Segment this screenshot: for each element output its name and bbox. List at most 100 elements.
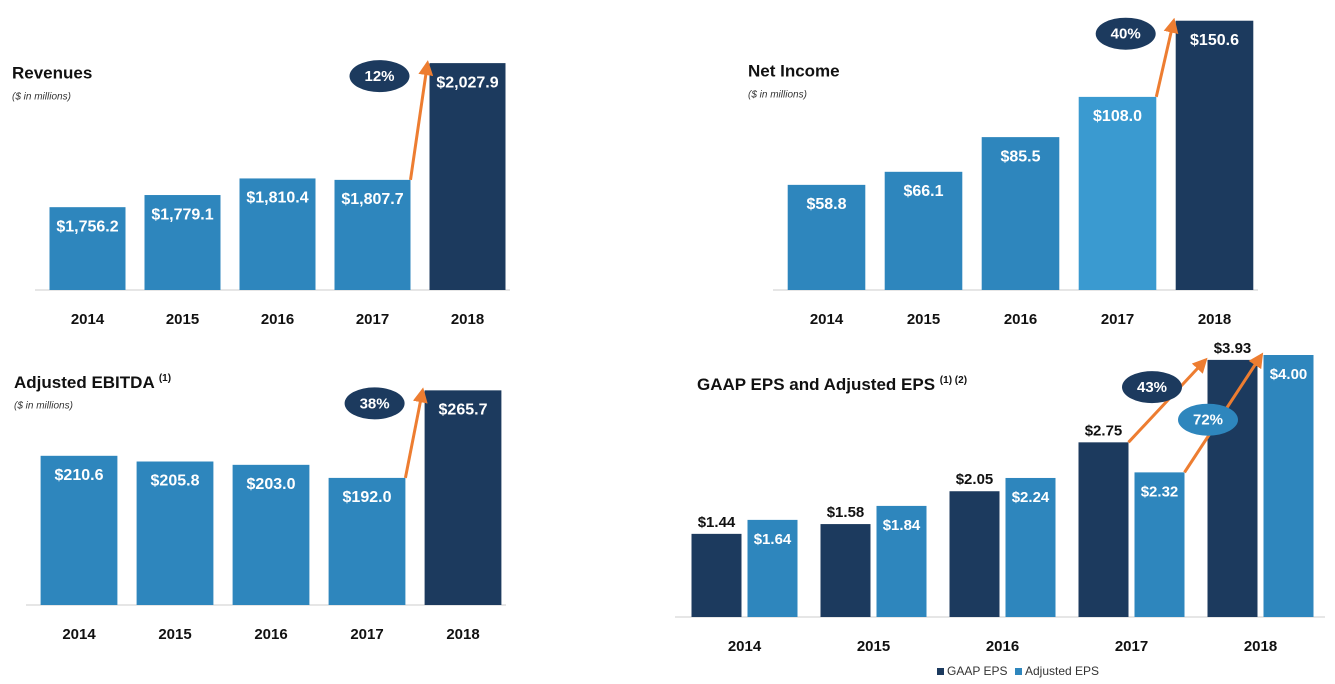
bar: [429, 63, 506, 290]
bar-value-label: $1.58: [827, 504, 865, 521]
bar-value-label: $205.8: [151, 473, 200, 490]
bar-value-label: $2.05: [956, 471, 994, 488]
x-tick-label: 2016: [986, 638, 1019, 655]
x-tick-label: 2014: [728, 638, 762, 655]
bar: [691, 533, 742, 617]
growth-badge: [1178, 403, 1238, 436]
x-tick-label: 2018: [451, 311, 484, 328]
bar-value-label: $1,779.1: [151, 206, 213, 223]
bar: [1134, 472, 1185, 617]
bar-value-label: $66.1: [903, 183, 943, 200]
bar-value-label: $2,027.9: [436, 74, 498, 91]
bar: [747, 519, 798, 617]
bar: [239, 178, 316, 290]
bar: [328, 477, 406, 605]
bar-value-label: $2.24: [1012, 489, 1050, 506]
legend-label: GAAP EPS: [947, 664, 1007, 678]
bar: [1207, 359, 1258, 617]
growth-label: 40%: [1111, 26, 1141, 43]
bar-value-label: $1.84: [883, 517, 921, 534]
growth-arrow: [409, 60, 434, 181]
bar-value-label: $108.0: [1093, 108, 1142, 125]
x-tick-label: 2015: [907, 311, 940, 328]
bar-value-label: $58.8: [806, 196, 846, 213]
title-note: (1): [159, 373, 171, 384]
bar: [232, 464, 310, 605]
growth-badge: [1122, 371, 1182, 404]
x-tick-label: 2015: [158, 626, 191, 643]
bar: [334, 179, 411, 290]
growth-badge: [344, 387, 405, 420]
bar: [949, 491, 1000, 617]
bar: [40, 455, 118, 605]
legend-swatch: [937, 668, 944, 675]
bar-value-label: $85.5: [1000, 148, 1040, 165]
chart-subtitle: ($ in millions): [12, 92, 71, 103]
bar: [787, 184, 866, 290]
x-tick-label: 2014: [71, 311, 105, 328]
bar-value-label: $4.00: [1270, 366, 1308, 383]
legend-label: Adjusted EPS: [1025, 664, 1099, 678]
growth-label: 72%: [1193, 412, 1223, 429]
bar: [820, 524, 871, 617]
title-text: GAAP EPS and Adjusted EPS: [697, 375, 935, 394]
growth-label: 43%: [1137, 379, 1167, 396]
chart-title: GAAP EPS and Adjusted EPS (1) (2): [697, 375, 967, 395]
chart-title: Revenues: [12, 63, 92, 82]
bar: [136, 461, 214, 605]
x-tick-label: 2017: [1115, 638, 1148, 655]
bar-value-label: $2.32: [1141, 483, 1179, 500]
x-tick-label: 2018: [446, 626, 479, 643]
bar: [49, 207, 126, 290]
x-tick-label: 2017: [1101, 311, 1134, 328]
bar: [884, 171, 963, 290]
growth-arrow: [403, 387, 428, 479]
bar-value-label: $1.44: [698, 514, 736, 531]
x-tick-label: 2016: [254, 626, 287, 643]
bar: [144, 195, 221, 290]
bar: [1078, 442, 1129, 617]
bar-value-label: $210.6: [55, 467, 104, 484]
bar: [981, 137, 1060, 290]
bar: [876, 505, 927, 617]
bar-value-label: $1,807.7: [341, 191, 403, 208]
bar-value-label: $1,810.4: [246, 190, 308, 207]
chart-title: Adjusted EBITDA (1): [14, 373, 171, 393]
bar-value-label: $1.64: [754, 531, 792, 548]
x-tick-label: 2016: [1004, 311, 1037, 328]
bar-value-label: $3.93: [1214, 340, 1252, 357]
title-text: Adjusted EBITDA: [14, 373, 154, 392]
growth-arrow: [1127, 357, 1208, 444]
x-tick-label: 2018: [1198, 311, 1231, 328]
chart-title: Net Income: [748, 61, 840, 80]
bar-value-label: $192.0: [343, 489, 392, 506]
bar: [1175, 20, 1254, 290]
bar: [1263, 355, 1314, 617]
x-tick-label: 2017: [350, 626, 383, 643]
bar-value-label: $2.75: [1085, 422, 1123, 439]
legend-swatch: [1015, 668, 1022, 675]
x-tick-label: 2017: [356, 311, 389, 328]
bar: [1005, 477, 1056, 617]
bar-value-label: $265.7: [439, 402, 488, 419]
x-tick-label: 2015: [857, 638, 890, 655]
x-tick-label: 2015: [166, 311, 199, 328]
growth-label: 38%: [360, 395, 390, 412]
bar: [424, 390, 502, 605]
growth-label: 12%: [364, 68, 394, 85]
x-tick-label: 2014: [62, 626, 96, 643]
bar-value-label: $150.6: [1190, 32, 1239, 49]
growth-badge: [1095, 17, 1156, 50]
growth-arrow: [1154, 17, 1179, 98]
growth-badge: [349, 60, 410, 93]
x-tick-label: 2016: [261, 311, 294, 328]
bar-value-label: $1,756.2: [56, 218, 118, 235]
chart-subtitle: ($ in millions): [748, 90, 807, 101]
bar-value-label: $203.0: [247, 476, 296, 493]
x-tick-label: 2018: [1244, 638, 1277, 655]
bar: [1078, 96, 1157, 290]
chart-subtitle: ($ in millions): [14, 401, 73, 412]
title-note: (1) (2): [940, 375, 967, 386]
x-tick-label: 2014: [810, 311, 844, 328]
